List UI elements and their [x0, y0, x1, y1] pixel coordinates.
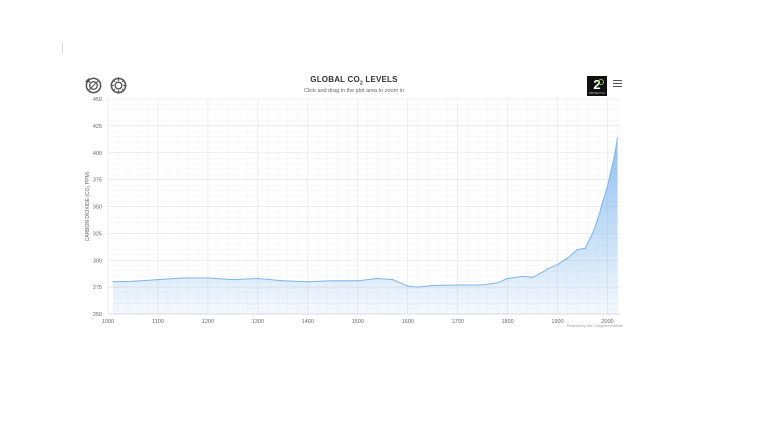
data-point: [586, 242, 589, 244]
data-point: [497, 282, 499, 284]
y-tick-label: 350: [93, 205, 102, 211]
data-point: [614, 152, 616, 154]
data-point: [556, 263, 559, 266]
y-tick-label: 450: [93, 97, 102, 103]
data-point: [407, 285, 409, 287]
y-tick-label: 275: [93, 285, 102, 291]
x-tick-label: 1800: [501, 319, 513, 325]
chart-title: GLOBAL CO2 LEVELS: [310, 75, 398, 87]
data-point: [357, 280, 359, 282]
zoom-icon[interactable]: [109, 76, 128, 95]
y-tick-label: 425: [93, 124, 102, 130]
y-tick-label: 400: [93, 151, 102, 157]
y-tick-label: 300: [93, 258, 102, 264]
logo: 2 PROTECT 2C: [587, 76, 607, 96]
data-point: [282, 280, 284, 282]
data-point: [432, 284, 434, 287]
y-tick-label: 375: [93, 178, 102, 184]
data-point: [604, 194, 606, 196]
data-point: [457, 284, 459, 286]
data-point: [531, 276, 534, 279]
credit-text: Powered by the 2 Degrees Institute: [567, 324, 623, 328]
data-point: [207, 277, 209, 279]
data-point: [584, 247, 586, 250]
data-point: [112, 281, 114, 283]
series-line: [112, 137, 618, 288]
plot-area[interactable]: 1000 1100 1200 1300 1400 1500 1600 1700 1800 1900…: [80, 70, 628, 332]
data-point: [257, 277, 259, 280]
chart-container: GLOBAL CO2 LEVELS Click and drag in the …: [80, 70, 628, 332]
data-point: [601, 201, 604, 203]
data-point: [606, 185, 609, 187]
y-tick-label: 325: [93, 231, 102, 237]
y-axis-label: CARBON DIOXIDE (CO2 PPM): [85, 171, 91, 241]
data-point: [182, 277, 184, 279]
chart-subtitle: Click and drag in the plot area to zoom …: [304, 88, 404, 94]
data-point: [576, 248, 579, 251]
x-tick-label: 1100: [152, 319, 164, 325]
hamburger-menu-icon[interactable]: [613, 80, 622, 87]
x-tick-label: 1900: [551, 319, 563, 325]
data-point: [566, 257, 569, 259]
data-point: [594, 226, 596, 228]
cursor-mark: [62, 42, 63, 54]
data-point: [611, 163, 614, 166]
data-point: [482, 284, 484, 286]
data-point: [392, 279, 394, 281]
data-point: [232, 279, 234, 281]
x-tick-label: 1000: [102, 319, 114, 325]
data-point: [599, 211, 601, 213]
y-tick-label: 250: [93, 312, 102, 318]
data-point: [589, 238, 591, 240]
data-point: [546, 268, 549, 270]
data-point: [307, 281, 309, 283]
x-tick-label: 1500: [352, 319, 364, 325]
x-tick-label: 1600: [402, 319, 414, 325]
series-area: [113, 137, 618, 314]
x-tick-label: 1200: [202, 319, 214, 325]
data-point: [377, 277, 379, 280]
data-point: [591, 232, 594, 234]
x-tick-label: 1400: [302, 319, 314, 325]
data-point: [332, 280, 334, 282]
x-tick-label: 1700: [452, 319, 464, 325]
data-point: [541, 271, 544, 273]
data-point: [417, 286, 419, 288]
data-point: [609, 174, 611, 176]
data-point: [616, 137, 619, 139]
reset-zoom-icon[interactable]: [84, 76, 103, 95]
x-tick-label: 1300: [252, 319, 264, 325]
data-point: [596, 218, 599, 220]
data-point: [157, 279, 159, 281]
data-point: [507, 277, 509, 280]
data-point: [521, 275, 524, 277]
x-tick-label: 2000: [601, 319, 613, 325]
data-point: [132, 280, 134, 282]
